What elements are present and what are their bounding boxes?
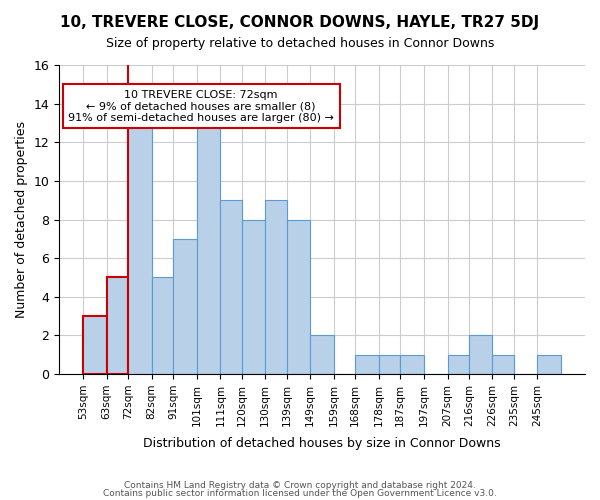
Text: Contains public sector information licensed under the Open Government Licence v3: Contains public sector information licen… (103, 488, 497, 498)
Text: Contains HM Land Registry data © Crown copyright and database right 2024.: Contains HM Land Registry data © Crown c… (124, 481, 476, 490)
Bar (287, 220, 310, 374)
Text: 10 TREVERE CLOSE: 72sqm
← 9% of detached houses are smaller (8)
91% of semi-deta: 10 TREVERE CLOSE: 72sqm ← 9% of detached… (68, 90, 334, 123)
X-axis label: Distribution of detached houses by size in Connor Downs: Distribution of detached houses by size … (143, 437, 501, 450)
Bar (379, 354, 400, 374)
Text: Size of property relative to detached houses in Connor Downs: Size of property relative to detached ho… (106, 38, 494, 51)
Bar (173, 239, 197, 374)
Bar (83, 316, 107, 374)
Bar (220, 200, 242, 374)
Bar (265, 200, 287, 374)
Bar (355, 354, 379, 374)
Bar (448, 354, 469, 374)
Bar (493, 354, 514, 374)
Bar (152, 278, 173, 374)
Y-axis label: Number of detached properties: Number of detached properties (15, 121, 28, 318)
Bar (242, 220, 265, 374)
Bar (469, 336, 493, 374)
Bar (197, 123, 220, 374)
Bar (400, 354, 424, 374)
Bar (538, 354, 561, 374)
Bar (310, 336, 334, 374)
Bar (107, 278, 128, 374)
Text: 10, TREVERE CLOSE, CONNOR DOWNS, HAYLE, TR27 5DJ: 10, TREVERE CLOSE, CONNOR DOWNS, HAYLE, … (61, 15, 539, 30)
Bar (128, 123, 152, 374)
